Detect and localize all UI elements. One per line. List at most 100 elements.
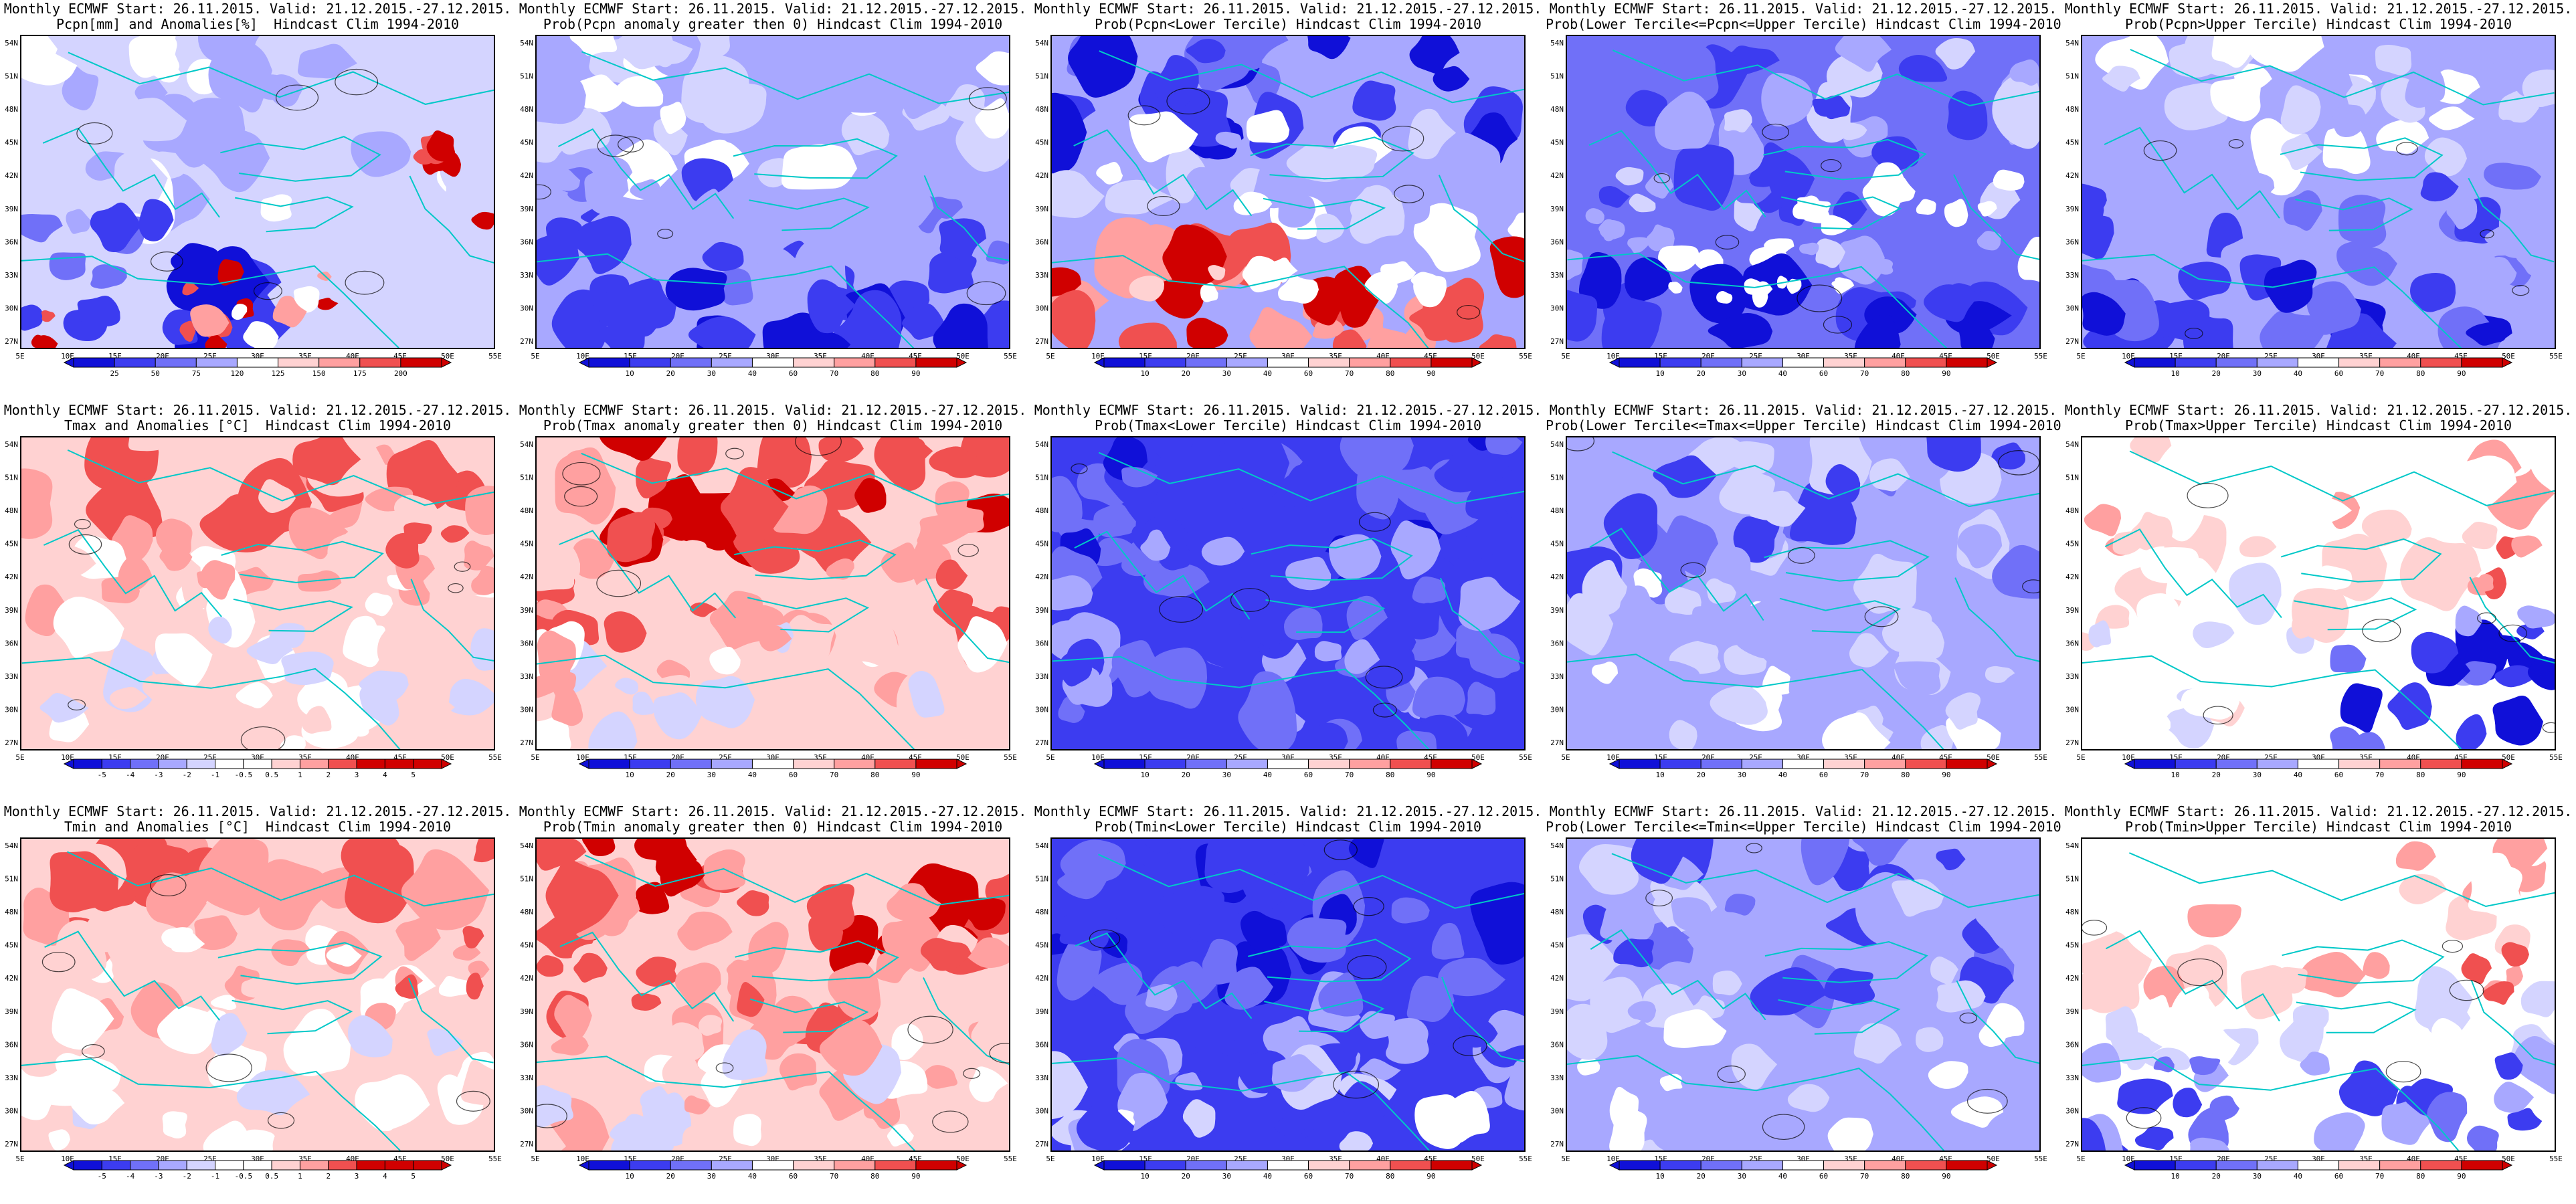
- lat-tick-label: 51N: [1035, 72, 1048, 81]
- lat-tick-label: 27N: [1550, 337, 1564, 346]
- panel-title-line1: Monthly ECMWF Start: 26.11.2015. Valid: …: [519, 402, 1027, 418]
- colorbar-tick-label: 50: [151, 369, 160, 378]
- lat-tick-label: 54N: [520, 440, 533, 449]
- lat-tick-label: 27N: [2065, 1140, 2079, 1148]
- lat-tick-label: 27N: [2065, 337, 2079, 346]
- lon-tick-label: 10E: [576, 352, 589, 361]
- lat-tick-label: 45N: [520, 941, 533, 950]
- lon-tick-label: 10E: [2122, 753, 2135, 762]
- lat-tick-label: 54N: [520, 39, 533, 47]
- colorbar-tick-label: 90: [1427, 1172, 1435, 1181]
- lat-tick-label: 30N: [520, 705, 533, 714]
- field-shading: [1050, 35, 1526, 349]
- panel-title-line2: Prob(Tmin<Lower Tercile) Hindcast Clim 1…: [1095, 819, 1481, 835]
- panel-title-line2: Prob(Lower Tercile<=Tmin<=Upper Tercile)…: [1546, 819, 2061, 835]
- lon-tick-label: 55E: [2549, 352, 2563, 361]
- forecast-panel-1: Monthly ECMWF Start: 26.11.2015. Valid: …: [0, 0, 515, 401]
- colorbar-tick-label: 175: [353, 369, 367, 378]
- forecast-panel-12: Monthly ECMWF Start: 26.11.2015. Valid: …: [515, 803, 1030, 1204]
- colorbar-tick-label: 70: [1345, 369, 1354, 378]
- colorbar-tick-label: 0.5: [265, 771, 278, 779]
- lon-tick-label: 55E: [1519, 753, 1532, 762]
- lon-tick-label: 55E: [1004, 352, 1017, 361]
- lat-tick-label: 30N: [5, 1106, 18, 1115]
- lat-tick-label: 27N: [1035, 337, 1048, 346]
- lat-tick-label: 39N: [5, 205, 18, 213]
- lat-tick-label: 33N: [1550, 271, 1564, 280]
- colorbar-tick-label: 30: [707, 771, 716, 779]
- field-shading: [535, 837, 1010, 1152]
- colorbar-tick-label: -5: [98, 771, 106, 779]
- colorbar-tick-label: 4: [383, 1172, 387, 1181]
- colorbar-tick-label: 30: [707, 369, 716, 378]
- lat-tick-label: 39N: [520, 1007, 533, 1016]
- forecast-panel-6: Monthly ECMWF Start: 26.11.2015. Valid: …: [0, 401, 515, 803]
- colorbar: 10 20 30 40 60 70 80 90: [1093, 759, 1483, 779]
- lat-tick-label: 33N: [1035, 271, 1048, 280]
- colorbar-tick-label: 30: [1222, 1172, 1231, 1181]
- colorbar-tick-label: 90: [1942, 1172, 1950, 1181]
- field-shading: [1566, 436, 2041, 750]
- colorbar-tick-label: 60: [2334, 1172, 2343, 1181]
- forecast-panel-3: Monthly ECMWF Start: 26.11.2015. Valid: …: [1030, 0, 1546, 401]
- colorbar-tick-label: -2: [183, 771, 191, 779]
- lat-tick-label: 36N: [1550, 639, 1564, 647]
- colorbar-tick-label: 30: [2253, 369, 2262, 378]
- panel-title-line1: Monthly ECMWF Start: 26.11.2015. Valid: …: [3, 402, 512, 418]
- colorbar-tick-label: 80: [2416, 1172, 2425, 1181]
- lat-tick-label: 51N: [2065, 72, 2079, 81]
- lat-tick-label: 51N: [1035, 875, 1048, 884]
- colorbar-tick-label: 2: [326, 1172, 331, 1181]
- field-shading: [20, 35, 495, 349]
- lon-tick-label: 50E: [1471, 753, 1485, 762]
- colorbar-tick-label: 70: [1345, 771, 1354, 779]
- lon-tick-label: 10E: [1091, 753, 1105, 762]
- lat-tick-label: 54N: [1550, 39, 1564, 47]
- lat-tick-label: 30N: [1035, 304, 1048, 312]
- colorbar-tick-label: 10: [625, 1172, 634, 1181]
- panel-title-line2: Prob(Pcpn anomaly greater then 0) Hindca…: [543, 16, 1003, 32]
- panel-title-line2: Prob(Tmax<Lower Tercile) Hindcast Clim 1…: [1095, 417, 1481, 433]
- colorbar-tick-label: 30: [1222, 369, 1231, 378]
- colorbar-tick-label: 75: [192, 369, 201, 378]
- lon-tick-label: 5E: [2076, 1155, 2085, 1163]
- lat-tick-label: 30N: [1035, 1106, 1048, 1115]
- lat-tick-label: 27N: [520, 337, 533, 346]
- lat-tick-label: 30N: [5, 304, 18, 312]
- colorbar-tick-label: 120: [231, 369, 244, 378]
- lat-tick-label: 45N: [5, 941, 18, 950]
- colorbar-tick-label: 90: [1942, 771, 1950, 779]
- colorbar: -5 -4 -3 -2 -1 -0.5 0.5 1 2 3 4 5: [63, 759, 452, 779]
- panel-title-line2: Prob(Lower Tercile<=Tmax<=Upper Tercile)…: [1546, 417, 2061, 433]
- colorbar-tick-label: 40: [1263, 1172, 1272, 1181]
- lat-tick-label: 51N: [5, 72, 18, 81]
- colorbar-tick-label: 40: [2294, 771, 2302, 779]
- colorbar-tick-label: 20: [1182, 771, 1190, 779]
- lon-tick-label: 5E: [1561, 753, 1570, 762]
- colorbar-tick-label: 4: [383, 771, 387, 779]
- lat-tick-label: 45N: [1035, 540, 1048, 548]
- field-shading: [535, 436, 1010, 750]
- lat-tick-label: 42N: [1550, 974, 1564, 983]
- lat-tick-label: 45N: [520, 540, 533, 548]
- panel-title-line2: Prob(Tmin>Upper Tercile) Hindcast Clim 1…: [2125, 819, 2512, 835]
- colorbar-tick-label: 80: [870, 771, 879, 779]
- lat-tick-label: 48N: [5, 105, 18, 114]
- lat-tick-label: 48N: [2065, 506, 2079, 515]
- lat-tick-label: 45N: [1550, 941, 1564, 950]
- lon-tick-label: 10E: [2122, 352, 2135, 361]
- colorbar-tick-label: 20: [2212, 771, 2221, 779]
- colorbar: -5 -4 -3 -2 -1 -0.5 0.5 1 2 3 4 5: [63, 1160, 452, 1181]
- lat-tick-label: 39N: [2065, 1007, 2079, 1016]
- lon-tick-label: 5E: [15, 753, 24, 762]
- colorbar-tick-label: 70: [830, 1172, 838, 1181]
- lat-tick-label: 27N: [5, 738, 18, 747]
- colorbar-tick-label: 60: [789, 369, 798, 378]
- lat-tick-label: 54N: [1550, 440, 1564, 449]
- colorbar-tick-label: 70: [1345, 1172, 1354, 1181]
- field-shading: [535, 35, 1010, 349]
- panel-title-line1: Monthly ECMWF Start: 26.11.2015. Valid: …: [519, 803, 1027, 819]
- lat-tick-label: 42N: [1035, 573, 1048, 581]
